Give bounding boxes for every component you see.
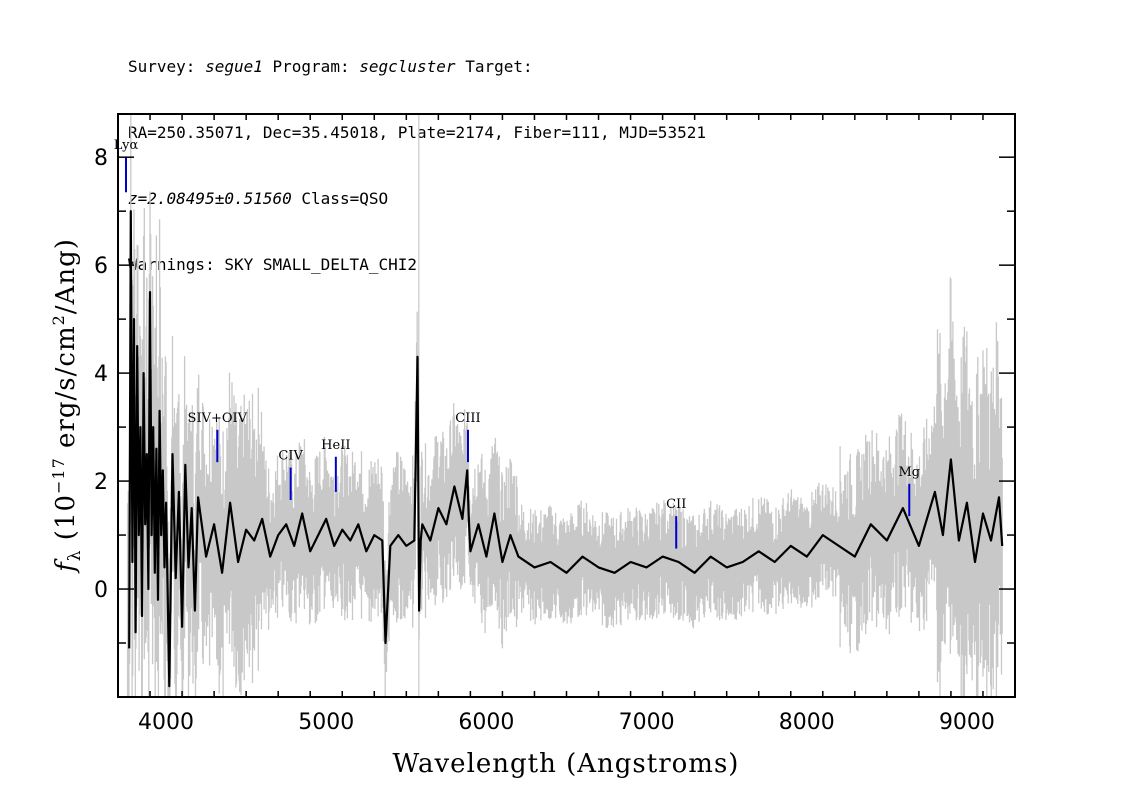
- redshift-value: z=2.08495±0.51560: [128, 189, 292, 208]
- plot-inner: [126, 114, 1004, 697]
- y-axis-lambda: λ: [65, 549, 85, 561]
- y-tick-label: 6: [94, 254, 108, 279]
- survey-label: Survey:: [128, 57, 196, 76]
- y-axis-exp2: 2: [49, 314, 68, 325]
- header-line-3: z=2.08495±0.51560 Class=QSO: [128, 188, 706, 210]
- axis-tick-labels: 4000 5000 6000 7000 8000 9000 0 2 4 6 8: [94, 146, 995, 735]
- emission-line-label: HeII: [321, 438, 350, 453]
- y-axis-exp1: −17: [49, 457, 68, 494]
- y-tick-label: 2: [94, 470, 108, 495]
- emission-line-label: CIV: [278, 449, 303, 464]
- x-tick-label: 5000: [298, 710, 354, 735]
- y-axis-f: f: [51, 558, 81, 574]
- program-value: segcluster: [359, 57, 456, 76]
- x-tick-label: 4000: [138, 710, 194, 735]
- emission-line-label: CII: [666, 497, 686, 512]
- plot-content: Lyα SIV+OIV CIV HeII CIII CII Mg: [114, 114, 1004, 697]
- y-tick-label: 4: [94, 362, 108, 387]
- y-axis-title: fλ (10−17 erg/s/cm2/Ang): [49, 238, 85, 574]
- header-line-2: RA=250.35071, Dec=35.45018, Plate=2174, …: [128, 123, 706, 142]
- y-tick-label: 8: [94, 146, 108, 171]
- target-label: Target:: [465, 57, 533, 76]
- x-tick-label: 9000: [939, 710, 995, 735]
- emission-line-label: Lyα: [114, 138, 139, 153]
- header-line-1: Survey: segue1 Program: segcluster Targe…: [128, 56, 706, 78]
- y-axis-open: (10: [51, 494, 81, 550]
- emission-line-label: SIV+OIV: [188, 411, 248, 426]
- emission-line-label: Mg: [898, 465, 920, 480]
- y-axis-mid: erg/s/cm: [51, 325, 81, 457]
- flux-series-line: [128, 210, 1004, 688]
- emission-line-label: CIII: [455, 411, 480, 426]
- x-axis-title: Wavelength (Angstroms): [393, 749, 740, 779]
- survey-value: segue1: [205, 57, 263, 76]
- x-tick-label: 7000: [619, 710, 675, 735]
- x-tick-label: 8000: [779, 710, 835, 735]
- class-value: Class=QSO: [301, 189, 389, 208]
- program-label: Program:: [272, 57, 350, 76]
- y-axis-close: /Ang): [51, 238, 81, 314]
- axis-ticks: [117, 114, 1016, 697]
- x-tick-label: 6000: [458, 710, 514, 735]
- spectrum-header: Survey: segue1 Program: segcluster Targe…: [128, 12, 706, 298]
- y-tick-label: 0: [94, 578, 108, 603]
